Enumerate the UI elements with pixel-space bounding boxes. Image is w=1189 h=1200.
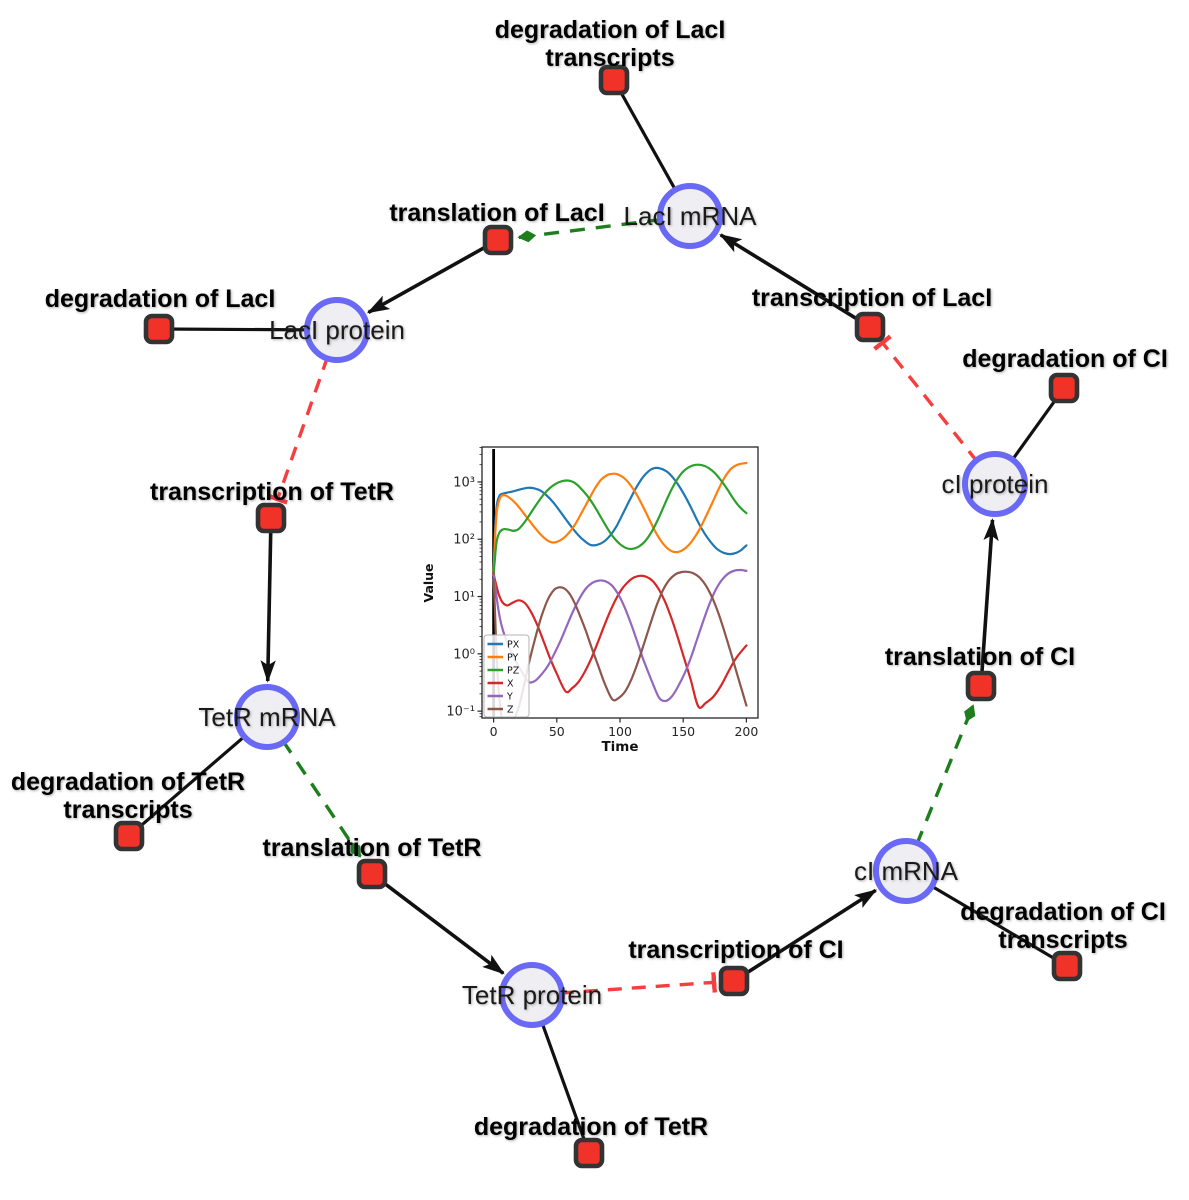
edge-modifier-tetr-mrna-to-translation-of-tetr — [281, 739, 362, 858]
legend-label-Z: Z — [507, 704, 514, 715]
species-node-laci-mrna[interactable] — [657, 183, 723, 249]
reaction-label-degradation-of-ci-transcripts: transcripts — [998, 926, 1127, 954]
species-label-tetr-protein: TetR protein — [462, 980, 602, 1010]
inset-chart: 0 50 100 150 200 10³ 10² 10¹ 10⁰ 10⁻¹ Time Value PX P… — [418, 435, 778, 770]
reaction-node-translation-of-laci[interactable] — [482, 224, 514, 256]
edge-modifier-ci-mrna-to-translation-of-ci — [914, 704, 976, 846]
reaction-label-transcription-of-laci: transcription of LacI — [752, 284, 992, 312]
edge-inhibition-tetr-protein-to-transcription-of-ci — [559, 972, 717, 995]
edge-production-translation-of-laci-to-laci-protein — [366, 239, 498, 315]
y-tick-label: 10³ — [453, 475, 475, 490]
edge-degradation-laci-mrna-to-degradation-of-laci-transcripts — [613, 80, 678, 193]
edges-layer — [129, 80, 1067, 1152]
reaction-label-degradation-of-tetr-transcripts: degradation of TetR — [11, 768, 245, 796]
edge-degradation-tetr-protein-to-degradation-of-tetr — [539, 1020, 590, 1152]
edge-inhibition-laci-protein-to-transcription-of-tetr — [267, 355, 330, 505]
y-tick-label: 10⁻¹ — [446, 705, 475, 720]
x-tick-label: 100 — [608, 724, 632, 739]
reaction-node-degradation-of-tetr-transcripts[interactable] — [113, 820, 145, 852]
reaction-nodes-layer — [113, 64, 1083, 1169]
series-layer — [492, 449, 748, 718]
species-node-laci-protein[interactable] — [304, 297, 370, 363]
y-tick-label: 10² — [453, 533, 475, 548]
chart-x-axis-label: Time — [601, 739, 638, 755]
species-label-laci-protein: LacI protein — [269, 315, 405, 345]
species-node-ci-mrna[interactable] — [873, 838, 939, 904]
edge-production-translation-of-tetr-to-tetr-protein — [372, 873, 505, 975]
chart-legend: PX PY PZ XYZ — [483, 634, 530, 718]
series-PZ-line — [492, 463, 748, 575]
chart-y-axis-label: Value — [421, 563, 436, 602]
reaction-node-degradation-of-ci[interactable] — [1048, 372, 1080, 404]
edge-production-translation-of-ci-to-ci-protein — [979, 518, 999, 685]
edge-production-transcription-of-tetr-to-tetr-mrna — [260, 519, 276, 683]
reaction-label-transcription-of-ci: transcription of CI — [628, 936, 843, 964]
reaction-node-transcription-of-ci[interactable] — [718, 965, 750, 997]
edge-degradation-tetr-mrna-to-degradation-of-tetr-transcripts — [129, 734, 247, 836]
reaction-label-transcription-of-tetr: transcription of TetR — [150, 478, 394, 506]
reaction-label-degradation-of-tetr-transcripts: transcripts — [63, 796, 192, 824]
species-node-tetr-protein[interactable] — [499, 962, 565, 1028]
species-label-tetr-mrna: TetR mRNA — [198, 702, 336, 732]
series-PY-line — [492, 461, 748, 575]
reaction-label-degradation-of-laci-transcripts: transcripts — [545, 44, 674, 72]
legend-label-PY: PY — [507, 652, 519, 663]
plot-frame — [481, 446, 759, 719]
edge-degradation-ci-mrna-to-degradation-of-ci-transcripts — [929, 883, 1067, 967]
x-tick-label: 200 — [734, 724, 758, 739]
edge-degradation-laci-protein-to-degradation-of-laci — [160, 327, 310, 332]
species-node-tetr-mrna[interactable] — [234, 684, 300, 750]
y-tick-label: 10¹ — [453, 590, 475, 605]
series-X-line — [492, 572, 748, 709]
reaction-node-degradation-of-ci-transcripts[interactable] — [1051, 950, 1083, 982]
reaction-node-translation-of-ci[interactable] — [965, 670, 997, 702]
reaction-node-translation-of-tetr[interactable] — [356, 858, 388, 890]
x-tick-label: 150 — [671, 724, 695, 739]
reaction-label-degradation-of-tetr: degradation of TetR — [474, 1113, 708, 1141]
species-nodes-layer — [234, 183, 1028, 1028]
timecourse-plot: 0 50 100 150 20010³10²10¹10⁰10⁻¹TimeValuePXP… — [421, 446, 759, 755]
series-PX-line — [492, 466, 748, 575]
edge-inhibition-ci-protein-to-transcription-of-laci — [873, 334, 979, 464]
reaction-label-degradation-of-ci: degradation of CI — [962, 345, 1168, 373]
reaction-node-degradation-of-laci[interactable] — [143, 313, 175, 345]
reaction-label-degradation-of-laci-transcripts: degradation of LacI — [495, 16, 726, 44]
reaction-label-degradation-of-ci-transcripts: degradation of CI — [960, 898, 1166, 926]
edge-production-transcription-of-laci-to-laci-mrna — [719, 233, 870, 328]
reaction-label-translation-of-ci: translation of CI — [885, 643, 1075, 671]
legend-label-X: X — [507, 678, 514, 689]
species-label-ci-mrna: cI mRNA — [854, 856, 959, 886]
reaction-label-degradation-of-laci: degradation of LacI — [45, 285, 276, 313]
reaction-node-degradation-of-laci-transcripts[interactable] — [598, 64, 630, 96]
species-label-ci-protein: cI protein — [942, 469, 1049, 499]
legend-label-PZ: PZ — [507, 665, 520, 676]
labels-layer: degradation of LacItranscriptstranslatio… — [11, 16, 1168, 1141]
x-tick-label: 0 — [490, 724, 498, 739]
x-tick-label: 50 — [549, 724, 565, 739]
reaction-node-transcription-of-tetr[interactable] — [255, 502, 287, 534]
species-node-ci-protein[interactable] — [962, 451, 1028, 517]
reaction-node-transcription-of-laci[interactable] — [854, 311, 886, 343]
y-tick-label: 10⁰ — [453, 647, 475, 662]
legend-label-Y: Y — [506, 691, 513, 702]
reaction-label-translation-of-tetr: translation of TetR — [263, 834, 482, 862]
edge-production-transcription-of-ci-to-ci-mrna — [734, 888, 878, 982]
legend-label-PX: PX — [507, 639, 520, 650]
reaction-label-translation-of-laci: translation of LacI — [389, 199, 604, 227]
species-label-laci-mrna: LacI mRNA — [624, 201, 758, 231]
reaction-node-degradation-of-tetr[interactable] — [573, 1137, 605, 1169]
axis-ticks: 0 50 100 150 200 10³ 10² 10¹ 10⁰ 10⁻¹ — [446, 447, 758, 739]
